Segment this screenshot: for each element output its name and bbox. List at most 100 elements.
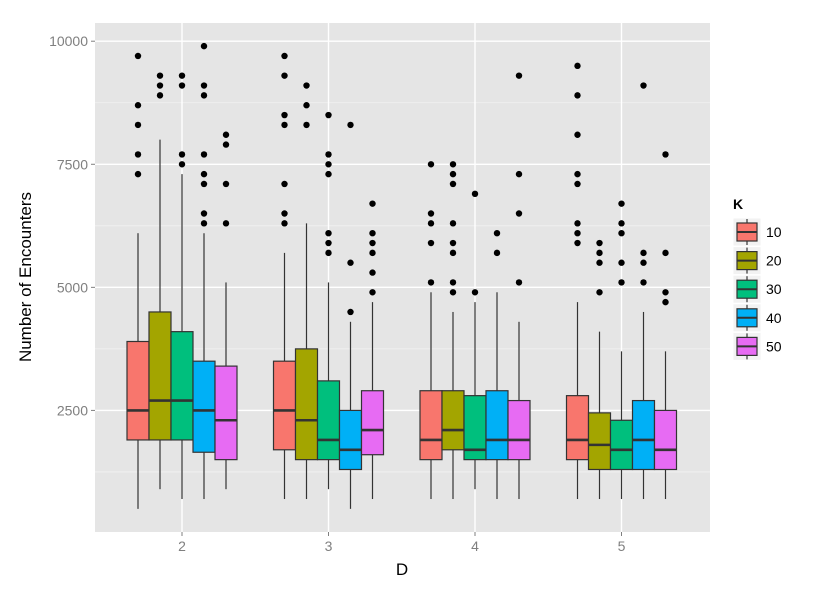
outlier-point bbox=[281, 72, 288, 79]
outlier-point bbox=[449, 249, 457, 257]
outlier-point bbox=[515, 279, 523, 286]
outlier-point bbox=[640, 259, 647, 266]
outlier-point bbox=[200, 220, 208, 227]
box-K50-D4 bbox=[507, 72, 531, 500]
outlier-point bbox=[303, 121, 310, 129]
box-K20-D5 bbox=[587, 239, 612, 500]
outlier-point bbox=[493, 249, 501, 257]
box-body bbox=[507, 399, 531, 461]
outlier-point bbox=[281, 180, 288, 188]
outlier-point bbox=[200, 180, 208, 188]
outlier-point bbox=[596, 249, 603, 257]
box-K50-D5 bbox=[653, 151, 678, 500]
outlier-point bbox=[303, 82, 310, 89]
outlier-point bbox=[574, 180, 581, 188]
legend-label: 50 bbox=[766, 338, 782, 354]
outlier-point bbox=[281, 210, 288, 217]
legend-label: 20 bbox=[766, 253, 782, 269]
outlier-point bbox=[200, 151, 208, 158]
x-axis: 2 3 4 5 bbox=[178, 532, 626, 554]
box-body bbox=[338, 409, 363, 471]
box-body bbox=[214, 365, 238, 461]
box-body bbox=[441, 390, 465, 451]
outlier-point bbox=[449, 161, 457, 168]
legend-label: 10 bbox=[766, 224, 782, 240]
outlier-point bbox=[222, 141, 230, 148]
outlier-point bbox=[427, 161, 435, 168]
y-axis: 2500 5000 7500 10000 bbox=[49, 33, 95, 418]
outlier-point bbox=[281, 52, 288, 60]
box-body bbox=[192, 360, 216, 453]
outlier-point bbox=[222, 180, 230, 188]
box-body bbox=[653, 409, 678, 471]
outlier-point bbox=[325, 239, 332, 247]
outlier-point bbox=[596, 259, 603, 266]
outlier-point bbox=[427, 239, 435, 247]
outlier-point bbox=[369, 200, 376, 207]
outlier-point bbox=[574, 170, 581, 178]
box-body bbox=[316, 380, 341, 461]
outlier-point bbox=[427, 279, 435, 286]
outlier-point bbox=[618, 259, 625, 266]
outlier-point bbox=[449, 279, 457, 286]
x-tick-label: 3 bbox=[325, 538, 333, 554]
box-K30-D2 bbox=[170, 72, 194, 500]
box-body bbox=[294, 348, 319, 461]
y-tick-label: 2500 bbox=[57, 402, 88, 418]
outlier-point bbox=[200, 42, 208, 50]
outlier-point bbox=[618, 279, 625, 286]
boxes bbox=[126, 42, 678, 509]
outlier-point bbox=[449, 220, 457, 227]
outlier-point bbox=[156, 92, 164, 99]
y-tick-label: 5000 bbox=[57, 279, 88, 295]
outlier-point bbox=[449, 239, 457, 247]
outlier-point bbox=[347, 121, 354, 129]
outlier-point bbox=[369, 289, 376, 296]
outlier-point bbox=[325, 151, 332, 158]
outlier-point bbox=[222, 220, 230, 227]
outlier-point bbox=[574, 92, 581, 99]
outlier-point bbox=[369, 269, 376, 276]
x-axis-label: D bbox=[396, 560, 408, 579]
box-body bbox=[631, 399, 656, 471]
box-body bbox=[272, 360, 297, 451]
outlier-point bbox=[574, 131, 581, 138]
box-K50-D2 bbox=[214, 131, 238, 490]
box-body bbox=[565, 395, 590, 461]
legend-label: 40 bbox=[766, 310, 782, 326]
outlier-point bbox=[449, 289, 457, 296]
y-axis-label: Number of Encounters bbox=[16, 192, 35, 362]
box-body bbox=[148, 311, 172, 441]
box-body bbox=[360, 390, 385, 456]
outlier-point bbox=[618, 229, 625, 237]
outlier-point bbox=[515, 210, 523, 217]
outlier-point bbox=[574, 239, 581, 247]
outlier-point bbox=[200, 210, 208, 217]
outlier-point bbox=[178, 72, 186, 79]
box-K10-D5 bbox=[565, 62, 590, 500]
outlier-point bbox=[134, 170, 142, 178]
outlier-point bbox=[640, 279, 647, 286]
outlier-point bbox=[281, 220, 288, 227]
box-K40-D3 bbox=[338, 121, 363, 509]
outlier-point bbox=[134, 102, 142, 109]
box-K30-D3 bbox=[316, 111, 341, 490]
outlier-point bbox=[662, 298, 669, 306]
outlier-point bbox=[200, 170, 208, 178]
outlier-point bbox=[325, 249, 332, 257]
box-body bbox=[609, 419, 634, 471]
outlier-point bbox=[178, 82, 186, 89]
outlier-point bbox=[325, 170, 332, 178]
outlier-point bbox=[200, 92, 208, 99]
outlier-point bbox=[200, 82, 208, 89]
outlier-point bbox=[596, 289, 603, 296]
box-K10-D2 bbox=[126, 52, 150, 509]
outlier-point bbox=[134, 121, 142, 129]
outlier-point bbox=[281, 111, 288, 119]
outlier-point bbox=[471, 190, 479, 198]
outlier-point bbox=[574, 220, 581, 227]
legend: K 10 20 30 40 50 bbox=[732, 196, 782, 361]
legend-label: 30 bbox=[766, 281, 782, 297]
box-K20-D3 bbox=[294, 82, 319, 500]
outlier-point bbox=[662, 151, 669, 158]
